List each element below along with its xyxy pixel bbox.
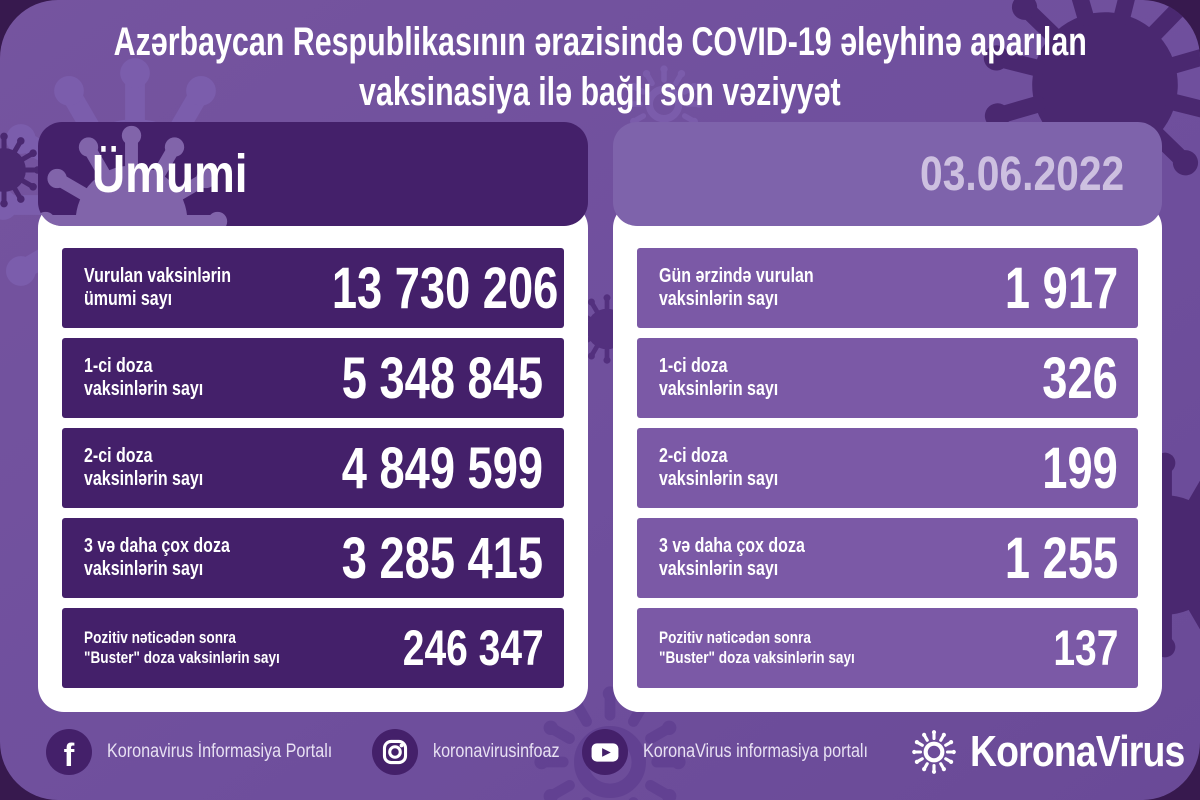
instagram-label: koronavirusinfoaz (433, 741, 560, 762)
instagram-icon (372, 729, 419, 775)
title-line-1: Azərbaycan Respublikasının ərazisində CO… (113, 19, 1087, 64)
stat-value: 1 917 (1004, 255, 1118, 321)
stat-row-daily-dose3plus: 3 və daha çox doza vaksinlərin sayı 1 25… (636, 518, 1138, 598)
total-card: Vurulan vaksinlərin ümumi sayı 13 730 20… (38, 202, 588, 712)
stat-label: 1-ci doza vaksinlərin sayı (84, 355, 203, 401)
daily-panel: 03.06.2022 Gün ərzində vurulan vaksinlər… (612, 122, 1162, 712)
page-title: Azərbaycan Respublikasının ərazisində CO… (0, 0, 1200, 122)
stat-label: Pozitiv nəticədən sonra "Buster" doza va… (84, 628, 280, 667)
stat-label: 3 və daha çox doza vaksinlərin sayı (659, 535, 805, 581)
panels: Ümumi Vurulan vaksinlərin ümumi sayı 13 … (0, 122, 1200, 712)
title-line-2: vaksinasiya ilə bağlı son vəziyyət (359, 70, 841, 114)
stat-label-line: vaksinlərin sayı (84, 378, 204, 400)
stat-row-total-dose3plus: 3 və daha çox doza vaksinlərin sayı 3 28… (62, 518, 564, 598)
stat-label: 1-ci doza vaksinlərin sayı (659, 355, 778, 401)
stat-value: 326 (1042, 345, 1118, 411)
stat-row-total-booster: Pozitiv nəticədən sonra "Buster" doza va… (62, 608, 564, 688)
stat-label-line: Pozitiv nəticədən sonra (658, 628, 811, 648)
stat-row-total-dose2: 2-ci doza vaksinlərin sayı 4 849 599 (62, 428, 564, 508)
footer: f Koronavirus İnformasiya Portalı korona… (0, 712, 1200, 800)
instagram-link[interactable]: koronavirusinfoaz (372, 729, 582, 775)
stat-value: 199 (1042, 435, 1118, 501)
stat-label: 2-ci doza vaksinlərin sayı (659, 445, 778, 491)
stat-label-line: ümumi sayı (84, 288, 173, 310)
youtube-icon (581, 729, 628, 775)
stat-row-daily-all: Gün ərzində vurulan vaksinlərin sayı 1 9… (636, 248, 1138, 328)
stat-value: 246 347 (402, 620, 544, 676)
facebook-label: Koronavirus İnformasiya Portalı (107, 741, 333, 762)
stat-label-line: 3 və daha çox doza (84, 534, 230, 557)
stat-label: Gün ərzində vurulan vaksinlərin sayı (659, 265, 814, 311)
stat-label-line: 2-ci doza (84, 444, 153, 467)
stat-label: 2-ci doza vaksinlərin sayı (84, 445, 203, 491)
total-panel-title: Ümumi (92, 144, 248, 204)
stat-value: 1 255 (1004, 525, 1118, 591)
total-panel-header: Ümumi (38, 122, 588, 226)
total-panel: Ümumi Vurulan vaksinlərin ümumi sayı 13 … (38, 122, 588, 712)
date-label: 03.06.2022 (919, 147, 1124, 201)
daily-panel-header: 03.06.2022 (612, 122, 1162, 226)
stat-label: Vurulan vaksinlərin ümumi sayı (84, 265, 231, 311)
stat-value: 4 849 599 (342, 435, 544, 501)
koronavirus-logo: KoronaVirus info (908, 726, 1200, 778)
logo-text: KoronaVirus (969, 727, 1185, 776)
stat-label-line: vaksinlərin sayı (658, 288, 778, 310)
stat-value: 13 730 206 (331, 255, 559, 321)
stat-label-line: vaksinlərin sayı (84, 558, 204, 580)
youtube-label: KoronaVirus informasiya portalı (642, 741, 869, 762)
stat-row-daily-dose1: 1-ci doza vaksinlərin sayı 326 (636, 338, 1138, 418)
stat-label-line: 1-ci doza (658, 354, 727, 377)
stat-row-daily-dose2: 2-ci doza vaksinlərin sayı 199 (636, 428, 1138, 508)
stat-label-line: vaksinlərin sayı (658, 378, 778, 400)
stat-row-daily-booster: Pozitiv nəticədən sonra "Buster" doza va… (636, 608, 1138, 688)
stat-label-line: "Buster" doza vaksinlərin sayı (658, 648, 855, 667)
stat-label-line: Pozitiv nəticədən sonra (84, 628, 236, 648)
stat-value: 137 (1052, 620, 1118, 676)
stat-label: 3 və daha çox doza vaksinlərin sayı (84, 535, 230, 581)
stat-label-line: vaksinlərin sayı (84, 468, 204, 490)
stat-value: 3 285 415 (342, 525, 544, 591)
stat-label: Pozitiv nəticədən sonra "Buster" doza va… (659, 628, 855, 667)
facebook-link[interactable]: f Koronavirus İnformasiya Portalı (46, 729, 372, 775)
stat-label-line: Vurulan vaksinlərin (84, 264, 232, 287)
stat-label-line: "Buster" doza vaksinlərin sayı (84, 648, 280, 667)
stat-label-line: 1-ci doza (84, 354, 153, 377)
youtube-link[interactable]: KoronaVirus informasiya portalı (581, 729, 908, 775)
stat-label-line: 3 və daha çox doza (658, 534, 805, 557)
daily-card: Gün ərzində vurulan vaksinlərin sayı 1 9… (612, 202, 1162, 712)
stat-row-total-dose1: 1-ci doza vaksinlərin sayı 5 348 845 (62, 338, 564, 418)
stat-value: 5 348 845 (342, 345, 544, 411)
stat-label-line: vaksinlərin sayı (658, 558, 778, 580)
stat-label-line: Gün ərzində vurulan (658, 264, 814, 287)
stat-label-line: vaksinlərin sayı (658, 468, 778, 490)
stat-label-line: 2-ci doza (658, 444, 727, 467)
facebook-glyph: f (63, 737, 75, 773)
virus-icon (908, 726, 960, 778)
stat-row-total-all: Vurulan vaksinlərin ümumi sayı 13 730 20… (62, 248, 564, 328)
facebook-icon: f (46, 729, 92, 775)
